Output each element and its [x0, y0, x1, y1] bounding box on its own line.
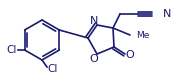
Text: Cl: Cl — [48, 64, 58, 74]
Text: O: O — [90, 54, 98, 64]
Text: N: N — [163, 9, 171, 19]
Text: N: N — [90, 16, 98, 26]
Text: Me: Me — [136, 32, 149, 40]
Text: Cl: Cl — [6, 45, 17, 55]
Text: O: O — [126, 50, 134, 60]
